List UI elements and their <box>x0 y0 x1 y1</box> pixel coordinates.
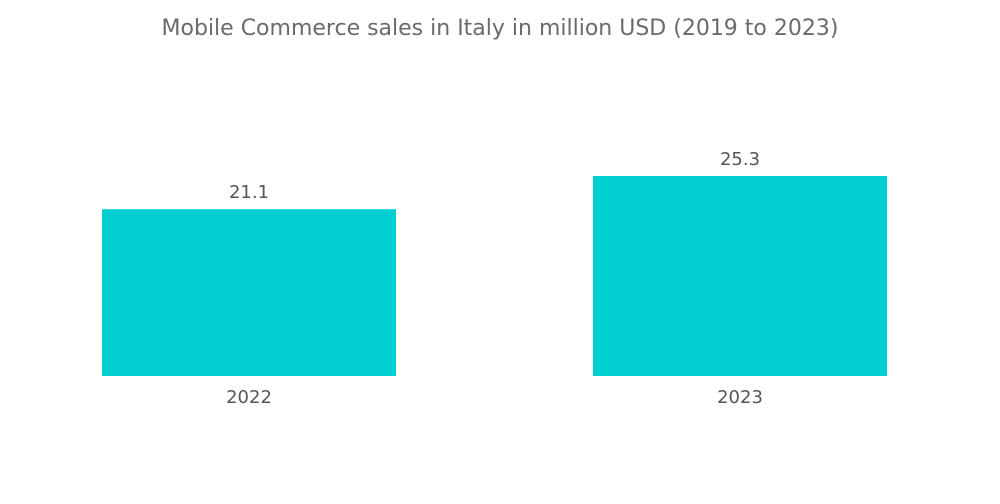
bars-layer <box>102 176 887 376</box>
bar-value-label: 21.1 <box>229 182 269 203</box>
bar-value-label: 25.3 <box>720 149 760 170</box>
x-tick-label: 2023 <box>717 387 763 408</box>
chart-title: Mobile Commerce sales in Italy in millio… <box>161 16 839 41</box>
bar-2022 <box>102 209 396 376</box>
value-labels-layer: 21.1 25.3 <box>229 149 760 203</box>
bar-2023 <box>593 176 887 376</box>
x-tick-label: 2022 <box>226 387 272 408</box>
tick-labels-layer: 2022 2023 <box>226 387 763 408</box>
